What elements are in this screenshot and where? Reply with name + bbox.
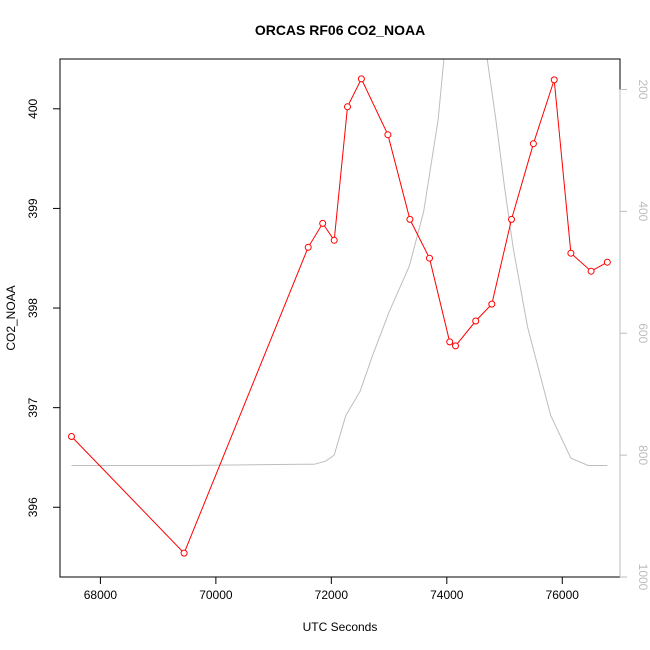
data-point — [603, 258, 611, 266]
y-tick-label: 396 — [26, 497, 40, 517]
y-axis-title: CO2_NOAA — [4, 285, 18, 350]
y2-tick-label: 400 — [636, 201, 650, 221]
data-point — [446, 338, 454, 346]
y-tick-label: 397 — [26, 397, 40, 417]
data-point — [508, 215, 515, 223]
x-tick-label: 74000 — [430, 588, 464, 602]
y2-tick-label: 200 — [636, 79, 650, 99]
x-tick-label: 76000 — [546, 588, 580, 602]
series-line-right-axis — [71, 59, 608, 466]
data-point — [330, 236, 338, 244]
data-point — [452, 342, 459, 350]
data-point — [180, 549, 188, 557]
data-point — [319, 219, 327, 227]
data-point — [406, 215, 414, 223]
data-point — [488, 300, 496, 308]
y2-tick-label: 1000 — [636, 564, 650, 591]
x-tick-label: 70000 — [199, 588, 233, 602]
data-point — [567, 249, 575, 257]
y-axis: 396 397 398 399 400 — [26, 98, 61, 517]
data-point — [550, 76, 558, 84]
y2-axis: 200 400 600 800 1000 — [619, 79, 650, 591]
data-point — [68, 433, 75, 440]
x-axis-title: UTC Seconds — [303, 620, 378, 634]
y-tick-label: 399 — [26, 198, 40, 218]
series-line-co2 — [71, 77, 608, 555]
y-tick-label: 398 — [26, 298, 40, 318]
y-tick-label: 400 — [26, 98, 40, 118]
x-axis: 68000 70000 72000 74000 76000 — [84, 576, 580, 602]
x-tick-label: 68000 — [84, 588, 118, 602]
chart-title: ORCAS RF06 CO2_NOAA — [255, 22, 425, 38]
data-point — [304, 243, 312, 251]
data-point — [426, 254, 433, 262]
data-point — [384, 131, 392, 139]
y2-tick-label: 800 — [636, 445, 650, 465]
x-tick-label: 72000 — [315, 588, 349, 602]
data-point — [472, 317, 480, 325]
left-axis-series-layer — [68, 75, 611, 557]
y2-tick-label: 600 — [636, 323, 650, 343]
data-point — [529, 140, 537, 148]
data-point — [344, 103, 351, 111]
data-point — [587, 267, 595, 275]
right-axis-series-layer — [71, 59, 608, 466]
data-point — [357, 75, 365, 83]
